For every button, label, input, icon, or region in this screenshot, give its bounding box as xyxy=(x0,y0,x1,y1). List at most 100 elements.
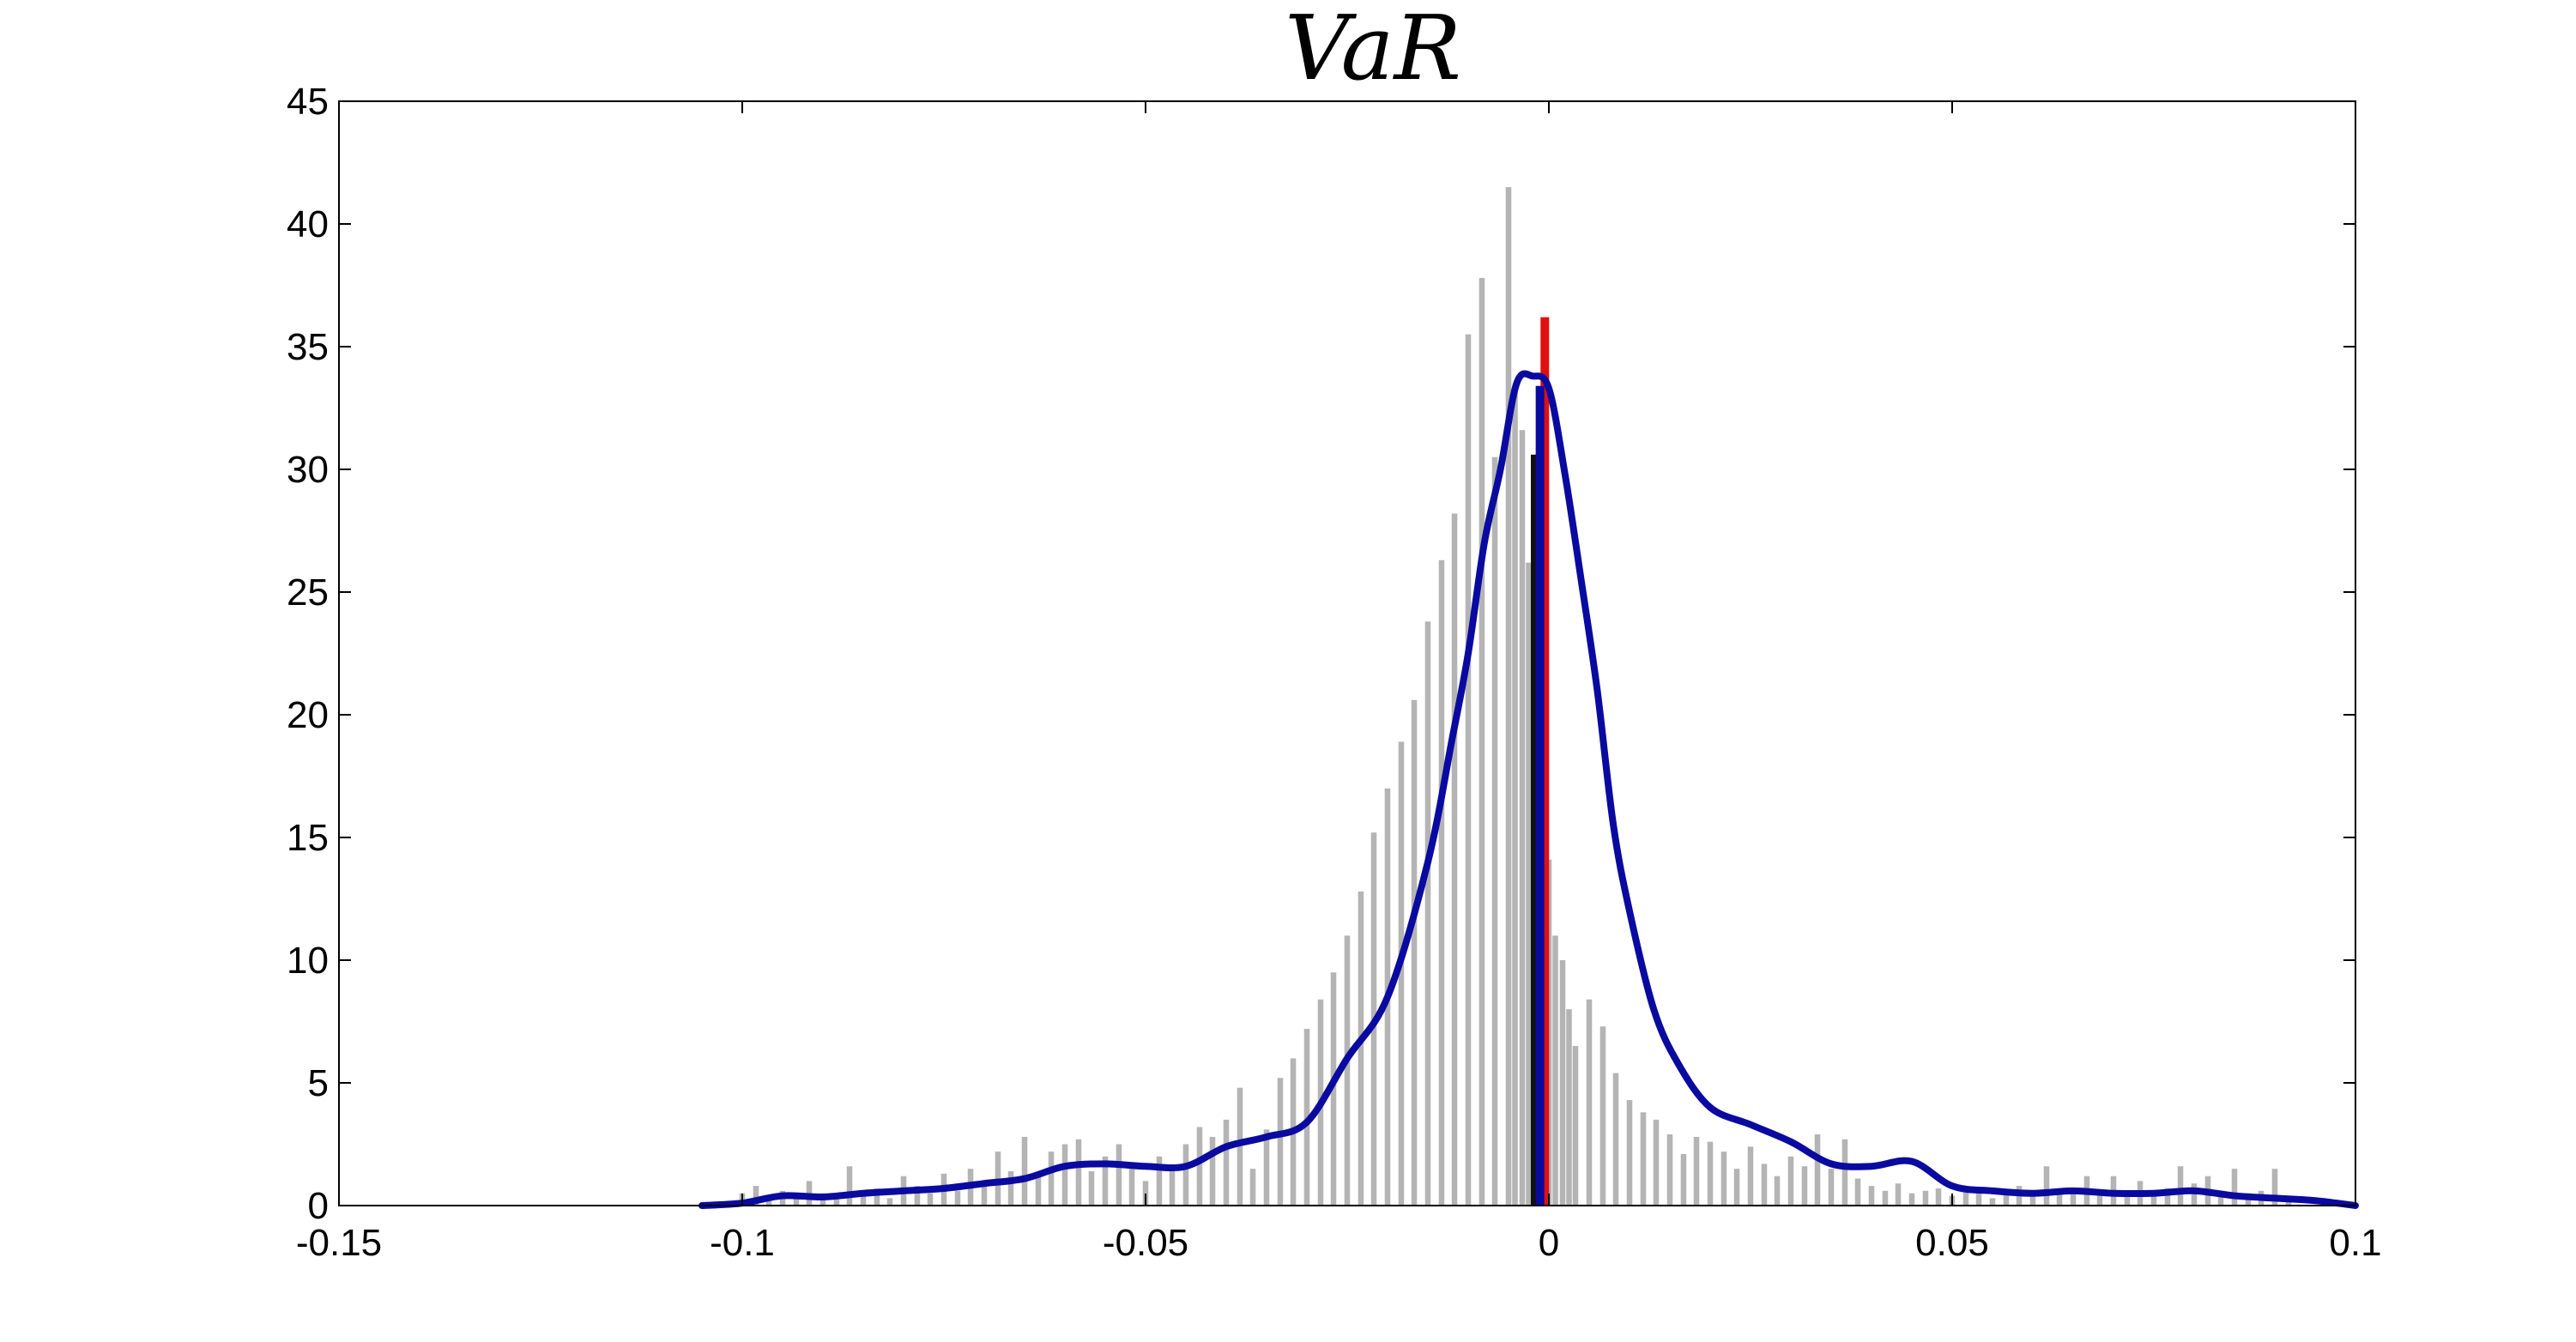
histogram-bar xyxy=(1814,1134,1821,1206)
var-marker-black xyxy=(1531,454,1540,1206)
histogram-bar xyxy=(2029,1193,2036,1206)
plot-area-frame xyxy=(338,100,2356,1206)
histogram-bar xyxy=(954,1190,961,1206)
var-markers xyxy=(1531,317,1550,1206)
histogram-bar xyxy=(1680,1153,1687,1206)
histogram-bar xyxy=(1237,1087,1243,1206)
x-tick-label: 0 xyxy=(1539,1222,1559,1264)
histogram-bar xyxy=(1566,1009,1572,1206)
histogram-bar xyxy=(1424,621,1431,1206)
histogram-bar xyxy=(1526,562,1532,1206)
histogram-bar xyxy=(846,1166,853,1206)
histogram-bar xyxy=(1075,1139,1082,1206)
x-axis: -0.15 -0.1 -0.05 0 0.05 0.1 xyxy=(296,101,2382,1264)
histogram-bar xyxy=(1693,1136,1700,1206)
histogram-bar xyxy=(874,1188,880,1206)
x-tick-label: 0.1 xyxy=(2329,1222,2381,1264)
histogram-bars xyxy=(739,187,2292,1206)
histogram-bar xyxy=(1747,1146,1754,1206)
histogram-bar xyxy=(1102,1156,1109,1206)
histogram-bar xyxy=(1021,1136,1028,1206)
histogram-bar xyxy=(2056,1193,2063,1206)
y-axis: 0 5 10 15 20 25 30 35 40 45 xyxy=(287,81,2355,1227)
x-tick-label: -0.15 xyxy=(296,1222,382,1264)
y-tick-label: 40 xyxy=(287,203,329,245)
histogram-bar xyxy=(1196,1127,1203,1206)
histogram-bar xyxy=(914,1186,921,1206)
var-marker-blue xyxy=(1535,385,1545,1206)
histogram-bar xyxy=(1559,960,1566,1206)
histogram-bar xyxy=(1451,513,1458,1206)
histogram-bar xyxy=(1438,559,1445,1206)
histogram-bar xyxy=(2124,1193,2131,1206)
histogram-bar xyxy=(1774,1176,1781,1206)
y-tick-label: 15 xyxy=(287,817,329,859)
histogram-bar xyxy=(1640,1112,1647,1206)
histogram-bar xyxy=(1868,1186,1875,1206)
histogram-bar xyxy=(2096,1190,2103,1206)
histogram-bar xyxy=(995,1152,1001,1206)
histogram-bar xyxy=(765,1198,772,1206)
histogram-bar xyxy=(1572,1046,1579,1206)
histogram-bar xyxy=(1344,935,1351,1206)
histogram-bar xyxy=(1854,1178,1861,1206)
histogram-bar xyxy=(2150,1190,2157,1206)
histogram-bar xyxy=(1478,277,1485,1206)
histogram-bar xyxy=(1088,1170,1095,1206)
y-tick-label: 5 xyxy=(308,1062,329,1104)
histogram-bar xyxy=(2271,1169,2278,1206)
var-marker-red xyxy=(1540,317,1550,1206)
histogram-bar xyxy=(1552,935,1558,1206)
histogram-bar xyxy=(1599,1026,1606,1206)
histogram-bar xyxy=(2164,1188,2171,1206)
histogram-bar xyxy=(1209,1136,1216,1206)
histogram-bar xyxy=(1935,1188,1942,1206)
x-tick-label: -0.1 xyxy=(710,1222,775,1264)
histogram-bar xyxy=(1035,1173,1042,1206)
histogram-bar xyxy=(1048,1152,1055,1206)
histogram-bar xyxy=(1249,1169,1256,1206)
histogram-bar xyxy=(1922,1190,1929,1206)
histogram-bar xyxy=(1505,187,1512,1206)
y-tick-label: 35 xyxy=(287,326,329,368)
histogram-bar xyxy=(1330,972,1337,1206)
histogram-bar xyxy=(1653,1119,1660,1206)
histogram-bar xyxy=(1358,891,1364,1206)
histogram-bar xyxy=(1182,1144,1189,1206)
histogram-bar xyxy=(1169,1169,1176,1206)
histogram-bar xyxy=(1707,1141,1714,1206)
histogram-bar xyxy=(2177,1166,2184,1206)
histogram-bar xyxy=(1787,1156,1794,1206)
y-tick-label: 25 xyxy=(287,571,329,614)
histogram-bar xyxy=(2043,1166,2050,1206)
histogram-bar xyxy=(1612,1073,1619,1206)
histogram-bar xyxy=(1962,1190,1969,1206)
histogram-bar xyxy=(1666,1134,1673,1206)
histogram-bar xyxy=(981,1181,988,1206)
histogram-bar xyxy=(1465,334,1472,1206)
histogram-bar xyxy=(793,1193,800,1206)
histogram-bar xyxy=(1720,1152,1727,1206)
histogram-bar xyxy=(1116,1144,1122,1206)
histogram-bar xyxy=(1626,1100,1633,1206)
histogram-bar xyxy=(2070,1193,2077,1206)
y-tick-label: 45 xyxy=(287,81,329,123)
histogram-bar xyxy=(1156,1156,1163,1206)
histogram-bar xyxy=(927,1193,934,1206)
x-tick-label: 0.05 xyxy=(1915,1222,1989,1264)
x-tick-label: -0.05 xyxy=(1103,1222,1188,1264)
histogram-bar xyxy=(1975,1193,1982,1206)
histogram-bar xyxy=(1398,741,1405,1206)
histogram-bar xyxy=(1895,1183,1902,1206)
histogram-bar xyxy=(833,1198,840,1206)
histogram-bar xyxy=(1908,1193,1915,1206)
histogram-bar xyxy=(1586,999,1593,1206)
histogram-bar xyxy=(1841,1139,1848,1206)
y-tick-label: 30 xyxy=(287,449,329,491)
histogram-bar xyxy=(2191,1183,2198,1206)
chart-title: VaR xyxy=(1285,0,1461,100)
histogram-bar xyxy=(1128,1169,1135,1206)
histogram-bar xyxy=(1142,1181,1149,1206)
histogram-bar xyxy=(1223,1119,1230,1206)
